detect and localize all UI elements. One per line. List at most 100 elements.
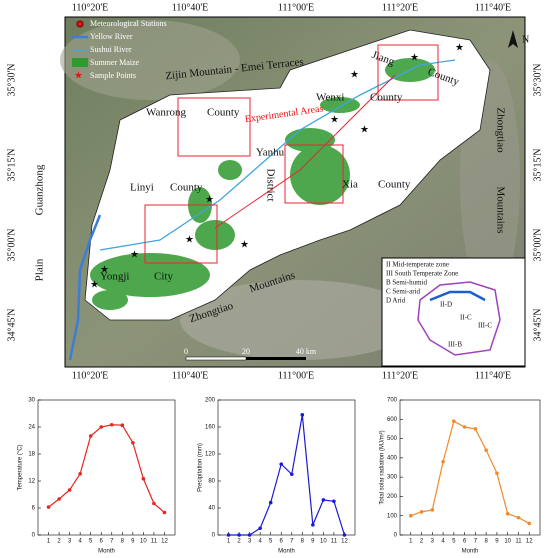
y-tick-label: 600 bbox=[387, 417, 398, 423]
study-area bbox=[84, 29, 491, 321]
lon-label: 111°20'E bbox=[382, 2, 418, 13]
place-label: County bbox=[170, 182, 203, 194]
x-tick-label: 8 bbox=[484, 539, 488, 545]
svg-text:★: ★ bbox=[130, 249, 139, 260]
x-tick-label: 3 bbox=[248, 539, 252, 545]
data-point bbox=[226, 533, 231, 537]
y-tick-label: 200 bbox=[387, 494, 398, 500]
svg-text:★: ★ bbox=[100, 264, 109, 275]
x-tick-label: 9 bbox=[311, 539, 315, 545]
place-label: Guanzhong bbox=[34, 164, 46, 215]
data-point bbox=[88, 434, 93, 438]
data-point bbox=[419, 510, 424, 514]
data-point bbox=[152, 501, 156, 506]
place-label: County bbox=[207, 107, 240, 119]
inset-legend: B Semi-humid bbox=[386, 279, 428, 287]
x-tick-label: 12 bbox=[161, 539, 168, 545]
x-tick-label: 3 bbox=[68, 539, 72, 545]
place-label: City bbox=[154, 271, 173, 283]
x-tick-label: 6 bbox=[100, 539, 104, 545]
x-tick-label: 4 bbox=[258, 539, 262, 545]
x-tick-label: 1 bbox=[409, 539, 413, 545]
data-point bbox=[247, 533, 252, 537]
place-label: Plain bbox=[34, 258, 46, 281]
lat-label: 34°45'N bbox=[532, 308, 543, 341]
svg-text:★: ★ bbox=[240, 239, 249, 250]
data-point bbox=[505, 511, 510, 516]
data-point bbox=[527, 521, 532, 526]
inset-legend: III South Temperate Zone bbox=[386, 270, 458, 278]
data-point bbox=[495, 471, 499, 476]
x-tick-label: 7 bbox=[474, 539, 478, 545]
lon-label: 110°20'E bbox=[72, 370, 109, 381]
series-line bbox=[228, 414, 346, 536]
north-label: N bbox=[522, 34, 529, 45]
lon-labels: 110°20'E 110°40'E 111°00'E 111°20'E 111°… bbox=[72, 2, 511, 381]
place-label: Wenxi bbox=[316, 92, 344, 104]
data-point bbox=[258, 526, 262, 531]
place-label: Zhongtiao bbox=[494, 107, 506, 153]
data-point bbox=[452, 419, 456, 424]
data-point bbox=[462, 425, 467, 429]
legend-symbol bbox=[76, 20, 84, 28]
y-tick-label: 12 bbox=[28, 479, 35, 485]
x-tick-label: 2 bbox=[420, 539, 424, 545]
lon-label: 110°40'E bbox=[172, 370, 209, 381]
x-tick-label: 9 bbox=[131, 539, 135, 545]
place-label: Xia bbox=[342, 179, 358, 191]
y-tick-label: 400 bbox=[387, 455, 398, 461]
inset-zone: III-B bbox=[448, 341, 462, 349]
lon-label: 111°40'E bbox=[475, 2, 511, 13]
experimental-boxes bbox=[144, 44, 439, 264]
y-tick-label: 160 bbox=[205, 425, 216, 431]
data-point bbox=[131, 440, 135, 445]
place-label: County bbox=[370, 92, 403, 104]
x-tick-label: 4 bbox=[78, 539, 82, 545]
x-tick-label: 12 bbox=[341, 539, 348, 545]
y-tick-label: 200 bbox=[205, 398, 216, 404]
x-tick-label: 6 bbox=[463, 539, 467, 545]
y-tick-label: 700 bbox=[387, 398, 398, 404]
y-tick-label: 0 bbox=[212, 533, 216, 539]
x-tick-label: 10 bbox=[320, 539, 327, 545]
x-tick-label: 2 bbox=[57, 539, 61, 545]
scale-label: 20 bbox=[242, 347, 250, 356]
x-tick-label: 9 bbox=[495, 539, 499, 545]
legend-symbol: ★ bbox=[74, 70, 83, 81]
x-tick-label: 7 bbox=[290, 539, 294, 545]
place-label: Yongji bbox=[100, 271, 129, 283]
scale-label: 40 km bbox=[296, 347, 317, 356]
y-tick-label: 80 bbox=[208, 479, 215, 485]
data-point bbox=[67, 488, 72, 492]
place-label: Mountains bbox=[494, 186, 506, 233]
data-point bbox=[321, 498, 326, 502]
x-tick-label: 6 bbox=[280, 539, 284, 545]
lat-label: 35°00'N bbox=[6, 228, 17, 261]
data-point bbox=[473, 427, 478, 431]
x-tick-label: 5 bbox=[89, 539, 93, 545]
data-point bbox=[430, 508, 435, 512]
inset-legend: D Arid bbox=[386, 297, 406, 305]
inset-legend: C Semi-arid bbox=[386, 288, 421, 296]
place-label: County bbox=[378, 179, 411, 191]
legend-label: Meteorological Stations bbox=[90, 19, 167, 28]
lat-labels: 35°30'N 35°15'N 35°00'N 34°45'N 35°30'N … bbox=[6, 63, 543, 341]
svg-text:★: ★ bbox=[360, 124, 369, 135]
inset-map: II Mid-temperate zone III South Temperat… bbox=[381, 257, 526, 367]
x-tick-label: 11 bbox=[331, 539, 338, 545]
data-point bbox=[109, 422, 114, 427]
x-tick-label: 8 bbox=[121, 539, 125, 545]
y-tick-label: 24 bbox=[28, 425, 35, 431]
maize-patches bbox=[90, 58, 435, 310]
series-line bbox=[48, 424, 165, 513]
svg-text:★: ★ bbox=[205, 194, 214, 205]
y-tick-label: 40 bbox=[208, 506, 215, 512]
data-point bbox=[516, 515, 521, 520]
lat-label: 35°15'N bbox=[532, 148, 543, 181]
sushui-river bbox=[99, 59, 456, 251]
place-label: Wanrong bbox=[146, 107, 187, 119]
y-tick-label: 18 bbox=[28, 452, 35, 458]
place-label: District bbox=[264, 169, 276, 202]
place-label: Linyi bbox=[130, 182, 154, 194]
